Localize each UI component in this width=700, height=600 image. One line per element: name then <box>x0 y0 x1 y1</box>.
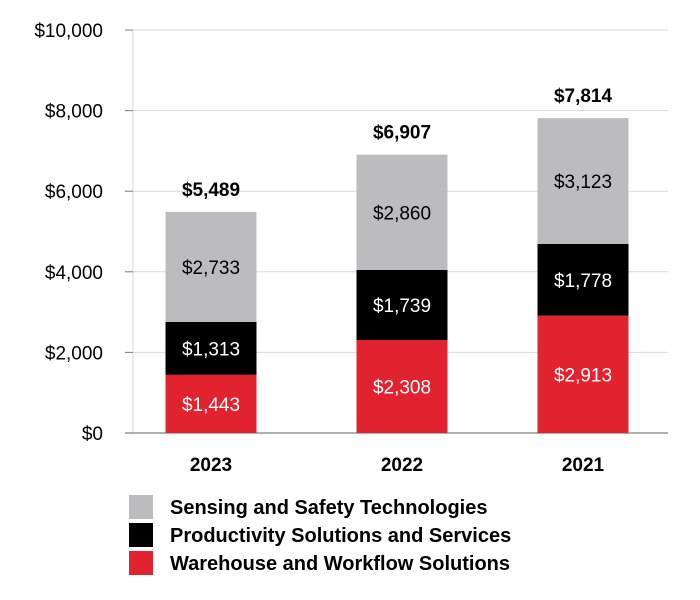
bar-warehouse-and-workflow-solutions-2021 <box>537 315 629 433</box>
data-label-sensing-and-safety-technologies-2021: $3,123 <box>554 172 612 193</box>
bar-sensing-and-safety-technologies-2023 <box>165 211 257 322</box>
x-tick-label-2023: 2023 <box>190 455 232 476</box>
data-label-sensing-and-safety-technologies-2023: $2,733 <box>182 258 240 279</box>
bar-sensing-and-safety-technologies-2022 <box>356 154 448 270</box>
data-label-productivity-solutions-and-services-2021: $1,778 <box>554 271 612 292</box>
legend-swatch-sensing-and-safety-technologies <box>129 495 153 519</box>
total-label-2021: $7,814 <box>554 86 613 107</box>
y-tick-label-0: $0 <box>82 424 103 445</box>
legend-swatch-warehouse-and-workflow-solutions <box>129 551 153 575</box>
y-tick-label-3: $6,000 <box>45 182 103 203</box>
y-tick-label-5: $10,000 <box>34 21 103 42</box>
bar-warehouse-and-workflow-solutions-2023 <box>165 374 257 433</box>
y-tick-label-2: $4,000 <box>45 263 103 284</box>
total-label-2023: $5,489 <box>182 180 240 201</box>
y-tick-label-4: $8,000 <box>45 102 103 123</box>
data-label-productivity-solutions-and-services-2022: $1,739 <box>373 296 431 317</box>
x-tick-label-2021: 2021 <box>562 455 605 476</box>
bar-warehouse-and-workflow-solutions-2022 <box>356 339 448 433</box>
bar-productivity-solutions-and-services-2022 <box>356 269 448 340</box>
total-label-2022: $6,907 <box>373 123 431 144</box>
legend-swatch-productivity-solutions-and-services <box>129 523 153 547</box>
bar-productivity-solutions-and-services-2021 <box>537 243 629 316</box>
legend-label-productivity-solutions-and-services: Productivity Solutions and Services <box>170 525 511 547</box>
legend-label-warehouse-and-workflow-solutions: Warehouse and Workflow Solutions <box>170 553 510 575</box>
bar-sensing-and-safety-technologies-2021 <box>537 118 629 244</box>
y-tick-label-1: $2,000 <box>45 343 103 364</box>
data-label-warehouse-and-workflow-solutions-2023: $1,443 <box>182 395 240 416</box>
x-tick-label-2022: 2022 <box>381 455 423 476</box>
data-label-warehouse-and-workflow-solutions-2022: $2,308 <box>373 377 431 398</box>
data-label-productivity-solutions-and-services-2023: $1,313 <box>182 339 240 360</box>
data-label-sensing-and-safety-technologies-2022: $2,860 <box>373 203 431 224</box>
bar-productivity-solutions-and-services-2023 <box>165 321 257 375</box>
legend-label-sensing-and-safety-technologies: Sensing and Safety Technologies <box>170 497 487 519</box>
data-label-warehouse-and-workflow-solutions-2021: $2,913 <box>554 365 612 386</box>
